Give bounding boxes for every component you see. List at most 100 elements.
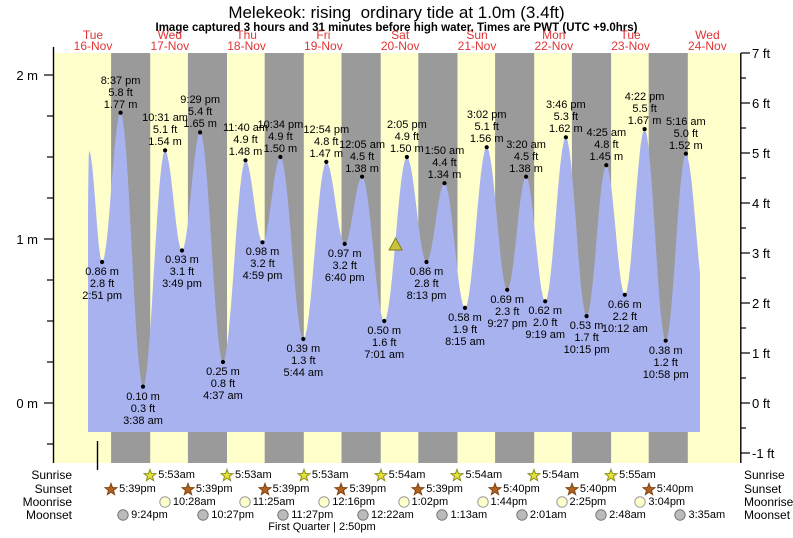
moonset-event: 11:27pm (276, 508, 333, 522)
label-line: 8:13 pm (406, 289, 447, 302)
label-line: 0.50 m (367, 325, 402, 337)
tide-extremum-dot (683, 151, 689, 156)
moonset-row-label-right: Moonset (744, 508, 791, 522)
moonrise-row-label-right: Moonrise (744, 494, 793, 509)
right-axis-tick-label: 1 ft (752, 346, 771, 361)
moonset-circle-shape (436, 509, 449, 521)
day-name: Tue (82, 28, 104, 42)
label-line: 2:05 pm (386, 119, 427, 131)
sunrise-row-label-left: Sunrise (31, 468, 72, 482)
tide-extremum-label: 3:46 pm 5.3 ft 1.62 m (524, 99, 608, 135)
sunrise-row-label-right: Sunrise (744, 468, 785, 482)
label-line: 0.62 m (528, 305, 563, 318)
label-line: 1.34 m (427, 169, 462, 182)
tide-extremum-dot (243, 158, 248, 163)
day-header-19-Nov: Fri 19-Nov (285, 29, 361, 53)
label-line: 0.38 m (648, 344, 683, 357)
sunrise-icon (604, 468, 619, 482)
sunset-time: 5:40pm (656, 482, 694, 495)
label-line: 4:22 pm (624, 91, 665, 104)
label-line: 3:38 am (123, 414, 163, 427)
label-line: 1.54 m (148, 136, 182, 149)
day-header-18-Nov: Thu 18-Nov (209, 29, 285, 53)
label-line: 9:29 pm (180, 94, 221, 107)
right-axis-tick-label: 4 ft (752, 196, 771, 211)
label-line: 1.45 m (589, 151, 624, 164)
day-header-17-Nov: Wed 17-Nov (132, 29, 208, 52)
moonrise-icon (318, 495, 330, 508)
moonset-icon (674, 509, 687, 521)
sunrise-star-shape (220, 468, 235, 482)
tide-extremum-dot (382, 318, 387, 324)
day-header-24-Nov: Wed 24-Nov (669, 29, 745, 52)
tide-extremum-label: 10:31 am 5.1 ft 1.54 m (123, 112, 207, 148)
moonset-circle-shape (595, 509, 607, 521)
tide-extremum-label: 0.98 m 3.2 ft 4:59 pm (221, 246, 305, 282)
day-header-20-Nov: Sat 20-Nov (362, 29, 438, 53)
chart-subtitle: Image captured 3 hours and 31 minutes be… (155, 22, 638, 34)
label-line: 3.2 ft (332, 259, 357, 272)
day-date: 19-Nov (304, 39, 343, 53)
moonset-row-label-left: Moonset (25, 508, 72, 522)
moonset-event: 3:35am (673, 508, 725, 522)
label-line: 1.50 m (390, 143, 424, 155)
sunset-icon (411, 481, 426, 496)
sunrise-star-shape (296, 468, 311, 482)
label-line: 3:02 pm (466, 109, 507, 122)
moonset-time: 10:27pm (211, 509, 255, 521)
label-line: 10:31 am (142, 112, 188, 125)
tide-extremum-label: 1:50 am 4.4 ft 1.34 m (402, 145, 486, 181)
label-line: 1.62 m (549, 123, 583, 136)
label-line: 5.4 ft (187, 106, 213, 119)
tide-extremum-label: 12:54 pm 4.8 ft 1.47 m (284, 124, 368, 160)
label-line: 0.86 m (85, 265, 119, 278)
tide-extremum-label: 3:02 pm 5.1 ft 1.56 m (445, 109, 529, 145)
moonrise-circle-shape (397, 495, 410, 508)
sunset-star-shape (257, 481, 272, 496)
tide-extremum-dot (442, 181, 447, 186)
label-line: 0.8 ft (210, 378, 236, 390)
tide-extremum-label: 3:20 am 4.5 ft 1.38 m (484, 139, 568, 175)
label-line: 3:46 pm (545, 99, 586, 112)
sunset-star-shape (411, 481, 426, 496)
sunset-event: 5:39pm (180, 481, 233, 496)
sunset-time: 5:40pm (579, 482, 617, 495)
day-name: Sun (466, 28, 488, 42)
sunrise-star-shape (373, 468, 388, 482)
right-axis-tick-label: 6 ft (752, 96, 771, 111)
label-line: 4.5 ft (513, 150, 539, 163)
sunrise-event: 5:54am (373, 468, 425, 482)
sunset-icon (488, 481, 503, 496)
sunrise-time: 5:53am (235, 469, 272, 481)
tide-curve-area (88, 112, 700, 432)
label-line: 1.52 m (669, 139, 703, 152)
sunrise-icon (296, 468, 311, 482)
day-date: 20-Nov (380, 39, 420, 53)
chart-title: Melekeok: rising ordinary tide at 1.0m (… (228, 3, 565, 22)
moonrise-event: 10:28am (158, 495, 216, 509)
sunset-time: 5:39pm (119, 482, 156, 495)
label-line: 3.1 ft (169, 266, 195, 279)
label-line: 3:20 am (506, 138, 546, 151)
moonset-time: 11:27pm (291, 509, 334, 521)
tide-extremum-dot (163, 148, 168, 153)
moonset-icon (277, 509, 289, 521)
moonrise-icon (634, 495, 647, 508)
day-date: 21-Nov (457, 39, 497, 53)
sunrise-event: 5:55am (604, 468, 656, 482)
day-date: 18-Nov (227, 39, 266, 53)
tide-extremum-label: 0.38 m 1.2 ft 10:58 pm (624, 345, 708, 381)
label-line: 1.77 m (103, 98, 138, 111)
label-line: 12:54 pm (303, 123, 350, 136)
moonrise-event: 1:44pm (476, 495, 527, 509)
tide-extremum-dot (663, 338, 668, 343)
sunrise-time: 5:55am (619, 469, 656, 481)
tide-extremum-dot (622, 292, 627, 297)
sunrise-icon (527, 468, 542, 482)
moonset-time: 9:24pm (131, 509, 168, 521)
label-line: 1:50 am (424, 145, 465, 158)
tide-extremum-label: 0.97 m 3.2 ft 6:40 pm (303, 248, 387, 284)
axis-ticks (44, 52, 750, 454)
tide-extremum-label: 0.53 m 1.7 ft 10:15 pm (545, 320, 629, 356)
moonrise-time: 3:04pm (648, 495, 686, 508)
